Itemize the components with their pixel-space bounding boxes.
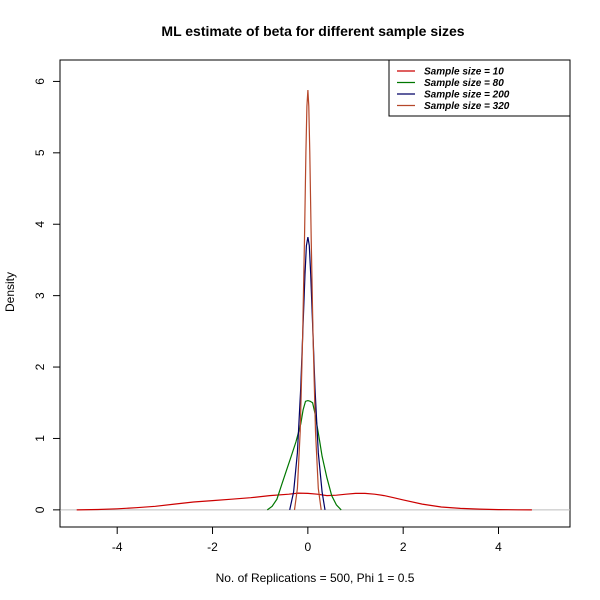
y-tick-label: 3 xyxy=(33,292,47,299)
y-tick-label: 1 xyxy=(33,435,47,442)
series-line-3 xyxy=(289,236,326,511)
chart-title: ML estimate of beta for different sample… xyxy=(161,23,464,39)
y-axis-label: Density xyxy=(3,272,17,312)
x-tick-label: -2 xyxy=(207,540,218,554)
legend-label: Sample size = 200 xyxy=(424,90,510,101)
legend-label: Sample size = 320 xyxy=(424,101,510,112)
y-axis: 0 1 2 3 4 5 6 xyxy=(33,78,61,513)
series-line-2 xyxy=(266,399,342,511)
x-axis: -4 -2 0 2 4 xyxy=(112,526,502,554)
y-tick-label: 6 xyxy=(33,78,47,85)
legend-box xyxy=(388,59,571,117)
series-line-4 xyxy=(293,89,322,510)
y-tick-label: 0 xyxy=(33,506,47,513)
legend-label: Sample size = 80 xyxy=(424,78,504,89)
x-tick-label: 0 xyxy=(305,540,312,554)
series-line-1 xyxy=(76,492,532,511)
x-axis-label: No. of Replications = 500, Phi 1 = 0.5 xyxy=(216,571,415,585)
x-tick-label: 2 xyxy=(400,540,407,554)
x-tick-label: -4 xyxy=(112,540,123,554)
y-tick-label: 4 xyxy=(33,221,47,228)
y-tick-label: 2 xyxy=(33,363,47,370)
legend-label: Sample size = 10 xyxy=(424,67,504,78)
y-tick-label: 5 xyxy=(33,149,47,156)
x-tick-label: 4 xyxy=(495,540,502,554)
series-layer xyxy=(76,89,532,511)
